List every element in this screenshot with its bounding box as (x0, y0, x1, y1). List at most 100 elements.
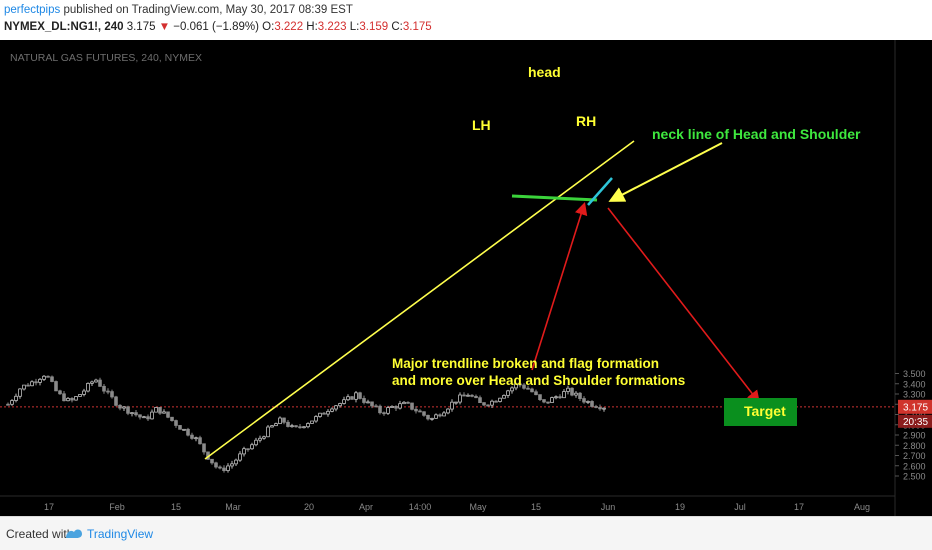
price-change: −0.061 (−1.89%) (173, 21, 259, 33)
open-value: 3.222 (274, 21, 304, 33)
candle (566, 387, 570, 392)
candle (6, 403, 10, 406)
candle (482, 402, 486, 406)
candle (322, 412, 326, 415)
candle (430, 417, 434, 420)
candle (478, 397, 482, 404)
candle (34, 381, 38, 384)
candle (490, 400, 494, 406)
x-tick-label: 15 (531, 502, 541, 512)
candle (210, 458, 214, 464)
chart-area[interactable]: NATURAL GAS FUTURES, 240, NYMEX 3.500 3.4… (0, 40, 932, 516)
candle (434, 414, 438, 419)
x-tick-label: Jul (734, 502, 746, 512)
candle (558, 396, 562, 399)
target-label: Target (744, 403, 786, 419)
candle (242, 448, 246, 455)
candle (398, 403, 402, 409)
red-arrow-flag (531, 201, 588, 371)
candle (546, 401, 550, 404)
candle (42, 375, 46, 380)
candle (574, 392, 578, 396)
candle (302, 426, 306, 429)
low-value: 3.159 (359, 21, 389, 33)
candle (526, 387, 530, 390)
x-tick-label: Feb (109, 502, 125, 512)
candle (514, 383, 518, 389)
candle (190, 434, 194, 439)
y-tick-label: 3.400 (903, 379, 926, 389)
candle (334, 405, 338, 410)
publish-line: perfectpips published on TradingView.com… (4, 4, 353, 16)
candle (578, 392, 582, 399)
candle (510, 387, 514, 392)
candle (358, 392, 362, 399)
candle (74, 396, 78, 401)
candle (250, 444, 254, 450)
candle (246, 448, 250, 451)
candle (382, 412, 386, 415)
x-tick-label: Aug (854, 502, 870, 512)
x-tick-label: 17 (794, 502, 804, 512)
price-chart[interactable]: NATURAL GAS FUTURES, 240, NYMEX 3.5003.4… (0, 40, 932, 516)
candle (266, 426, 270, 438)
candle (426, 414, 430, 420)
candle (294, 425, 298, 428)
candle (18, 388, 22, 397)
candle (286, 421, 290, 427)
tradingview-link[interactable]: TradingView (87, 527, 154, 541)
author-link[interactable]: perfectpips (4, 4, 61, 16)
x-tick-label: Apr (359, 502, 373, 512)
candle (458, 394, 462, 403)
candle (406, 401, 410, 404)
created-with-text: Created with (6, 527, 74, 541)
candle (142, 416, 146, 419)
candle (138, 414, 142, 418)
candle (442, 412, 446, 417)
candle (390, 405, 394, 408)
candle (362, 398, 366, 403)
candle (522, 384, 526, 389)
candle (166, 411, 170, 418)
footer: Created with TradingView (0, 516, 932, 550)
candle (62, 393, 66, 402)
x-tick-label: 19 (675, 502, 685, 512)
candle (590, 401, 594, 407)
candle (202, 443, 206, 453)
candle (366, 401, 370, 404)
candle (86, 382, 90, 392)
candle (278, 417, 282, 425)
candle (194, 437, 198, 440)
note-line-1: Major trendline broken and flag formatio… (392, 356, 659, 371)
flag-line (587, 177, 613, 206)
candle (326, 410, 330, 415)
high-label: H: (306, 21, 318, 33)
y-tick-label: 2.900 (903, 431, 926, 441)
candle (350, 396, 354, 400)
candle (154, 407, 158, 413)
candle (254, 439, 258, 446)
candle (602, 407, 606, 410)
candle (110, 391, 114, 398)
candle (386, 407, 390, 414)
lh-label: LH (472, 117, 491, 133)
candle (46, 375, 50, 378)
candle (418, 410, 422, 413)
candle (594, 406, 598, 408)
chart-title: NATURAL GAS FUTURES, 240, NYMEX (10, 52, 202, 64)
symbol-line: NYMEX_DL:NG1!, 240 3.175 ▼ −0.061 (−1.89… (4, 21, 432, 33)
tradingview-logo-icon[interactable] (64, 526, 84, 540)
candle (330, 408, 334, 412)
candle (102, 385, 106, 392)
candle (314, 416, 318, 422)
candle (270, 425, 274, 428)
candle (162, 411, 166, 414)
y-tick-label: 2.800 (903, 441, 926, 451)
current-price-value: 3.175 (903, 402, 928, 413)
last-price: 3.175 (126, 21, 156, 33)
candle (174, 420, 178, 426)
chart-header: perfectpips published on TradingView.com… (0, 0, 932, 40)
candle (354, 392, 358, 400)
candle (150, 411, 154, 420)
candle (370, 401, 374, 407)
